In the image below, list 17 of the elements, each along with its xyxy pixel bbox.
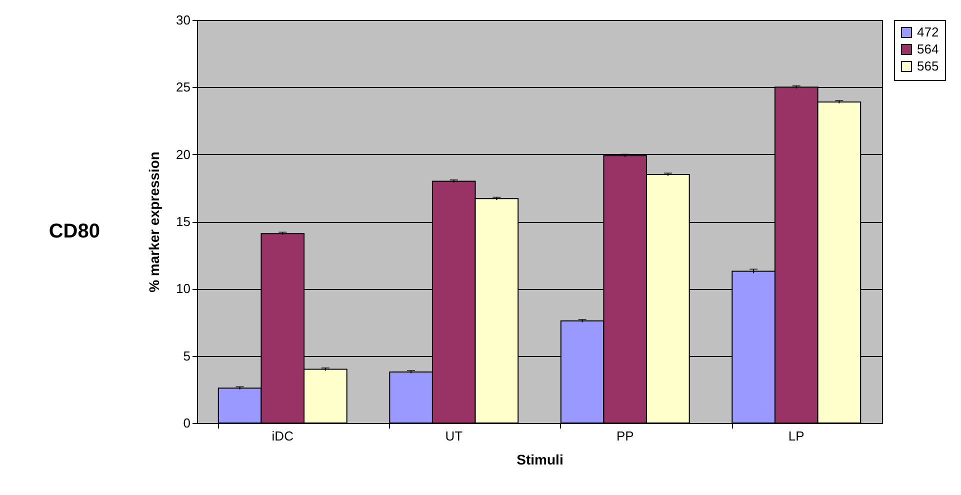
- y-tick-label: 25: [176, 80, 190, 95]
- x-tick-label: iDC: [272, 428, 294, 444]
- legend-label: 565: [917, 58, 939, 74]
- y-tick-label: 5: [183, 348, 190, 364]
- legend-label: 472: [917, 24, 939, 40]
- x-axis-title: Stimuli: [516, 452, 564, 468]
- text: CD80: [48, 220, 100, 242]
- legend-label: 564: [917, 42, 939, 56]
- y-tick-label: 15: [176, 214, 190, 229]
- y-tick-label: 20: [176, 146, 190, 162]
- x-tick-label: PP: [616, 428, 634, 444]
- y-tick-label: 10: [176, 281, 190, 296]
- y-tick-label: 30: [176, 12, 190, 28]
- x-tick-label: UT: [445, 428, 463, 444]
- x-tick-label: LP: [788, 428, 804, 444]
- y-tick-label: 0: [183, 416, 190, 430]
- y-axis-title: % marker expression: [146, 152, 162, 292]
